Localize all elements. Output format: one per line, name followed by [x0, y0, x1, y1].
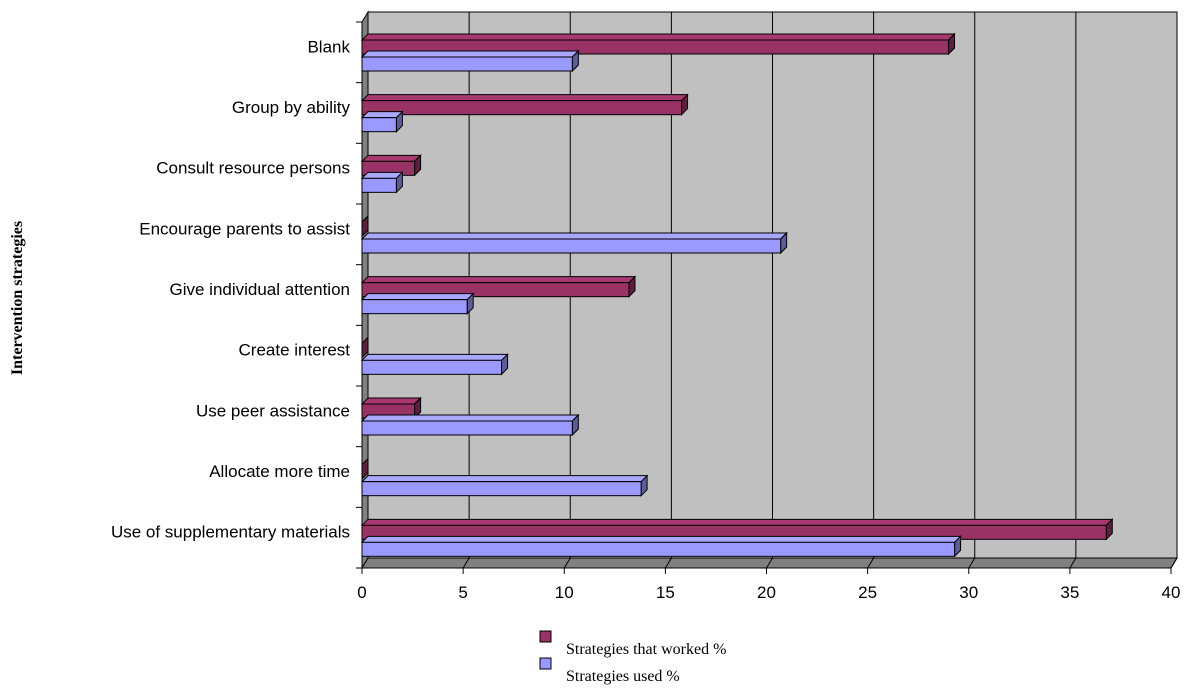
bar-top-face [360, 475, 649, 483]
axes [356, 21, 1172, 574]
bar-top-face [360, 535, 962, 543]
gridline-floor [1069, 557, 1077, 569]
legend-swatch [539, 657, 552, 670]
category-label: Use peer assistance [196, 401, 350, 420]
bar-top-face [360, 276, 637, 284]
bar-top-face [360, 50, 580, 58]
category-label: Give individual attention [169, 280, 350, 299]
x-tick-label: 25 [858, 583, 877, 602]
bar-front-face [361, 299, 468, 315]
category-label: Use of supplementary materials [111, 523, 350, 542]
legend-item: Strategies that worked % [539, 630, 726, 658]
legend-swatch [539, 630, 552, 643]
gridline-floor [766, 557, 773, 569]
bar-top-face [360, 414, 580, 422]
bar-top-face [360, 111, 404, 119]
x-tick-label: 40 [1162, 583, 1181, 602]
labels: Blank Group by ability Consult resource pe… [111, 37, 1181, 602]
bar-top-face [360, 154, 422, 162]
bar-top-face [360, 518, 1114, 526]
legend: Strategies that worked % Strategies used … [539, 630, 726, 685]
bar-used [360, 171, 404, 194]
category-label: Blank [307, 37, 350, 56]
x-tick-label: 0 [357, 583, 366, 602]
bar-front-face [361, 100, 683, 116]
gridline-floor [664, 557, 672, 569]
bar-used [360, 110, 404, 133]
bar-front-face [361, 541, 956, 557]
category-label: Encourage parents to assist [139, 219, 350, 238]
bar-top-face [360, 94, 689, 102]
legend-label: Strategies used % [566, 668, 680, 685]
bar-worked [360, 93, 689, 116]
bar-front-face [361, 56, 573, 72]
y-axis-title: Intervention strategies [9, 221, 26, 375]
bar-front-face [361, 238, 782, 254]
bar-front-face [361, 359, 503, 375]
bar-used [360, 231, 788, 255]
bar-front-face [361, 177, 397, 193]
category-label: Consult resource persons [156, 159, 350, 178]
bar-worked [361, 336, 369, 359]
gridline-floor [563, 557, 571, 569]
x-tick-label: 5 [458, 583, 467, 602]
x-tick-label: 10 [555, 583, 574, 602]
bars [360, 32, 1114, 558]
bar-used [360, 49, 580, 73]
category-label: Group by ability [232, 98, 351, 117]
bar-used [360, 353, 509, 376]
bar-top-face [360, 171, 404, 179]
x-tick-label: 35 [1060, 583, 1079, 602]
gridline-floor [1170, 557, 1178, 569]
bar-top-face [360, 353, 509, 361]
bar-used [360, 292, 475, 315]
bar-top-face [360, 397, 422, 405]
x-tick-label: 15 [656, 583, 675, 602]
gridline-floor [968, 557, 976, 569]
gridline-floor [462, 557, 470, 569]
bar-used [360, 535, 962, 558]
bar-used [360, 413, 580, 437]
bar-top-face [360, 232, 788, 240]
legend-label: Strategies that worked % [566, 641, 726, 658]
bar-used [360, 474, 649, 497]
bar-top-face [360, 33, 956, 41]
bar-front-face [361, 117, 397, 133]
bar-top-face [360, 293, 475, 301]
category-label: Create interest [239, 341, 351, 360]
category-label: Allocate more time [209, 462, 350, 481]
legend-item: Strategies used % [539, 657, 680, 685]
x-tick-label: 20 [757, 583, 776, 602]
bar-front-face [361, 420, 573, 436]
x-tick-label: 30 [959, 583, 978, 602]
gridline-floor [867, 557, 875, 569]
bar-front-face [361, 481, 642, 497]
